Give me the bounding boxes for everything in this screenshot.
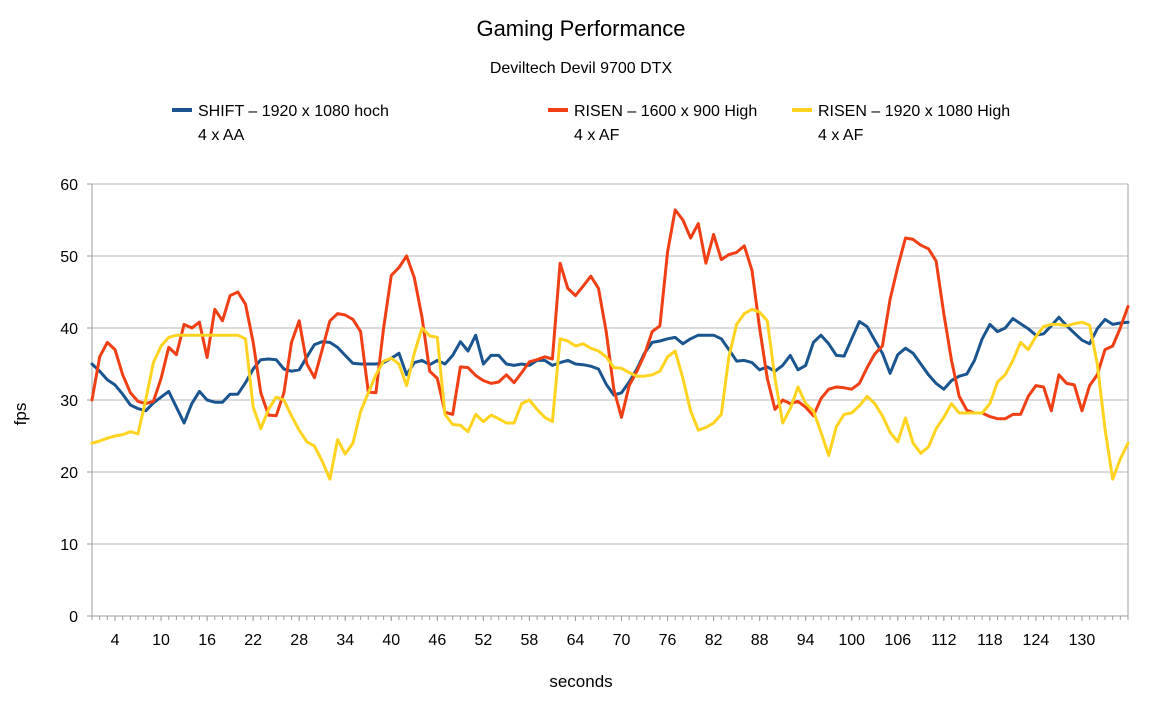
svg-text:28: 28 [290, 632, 308, 649]
svg-text:30: 30 [60, 393, 78, 410]
svg-text:88: 88 [751, 632, 769, 649]
legend-item-shift-1920: SHIFT – 1920 x 1080 hoch 4 x AA [172, 100, 389, 148]
svg-text:22: 22 [244, 632, 262, 649]
svg-text:130: 130 [1069, 632, 1096, 649]
svg-text:20: 20 [60, 465, 78, 482]
svg-text:64: 64 [567, 632, 585, 649]
svg-text:34: 34 [336, 632, 354, 649]
x-axis-title: seconds [549, 672, 613, 691]
svg-text:40: 40 [382, 632, 400, 649]
legend-label: RISEN – 1920 x 1080 High 4 x AF [818, 103, 1011, 144]
svg-text:112: 112 [931, 632, 957, 649]
svg-text:46: 46 [428, 632, 446, 649]
svg-text:82: 82 [705, 632, 723, 649]
svg-text:76: 76 [659, 632, 677, 649]
svg-text:124: 124 [1023, 632, 1050, 649]
chart-title: Gaming Performance [476, 16, 686, 41]
svg-text:0: 0 [69, 609, 78, 626]
legend-swatch-red-icon [548, 108, 568, 112]
svg-text:4: 4 [111, 632, 120, 649]
chart-subtitle: Deviltech Devil 9700 DTX [489, 60, 673, 77]
svg-text:10: 10 [60, 537, 78, 554]
svg-text:50: 50 [60, 249, 78, 266]
svg-text:58: 58 [521, 632, 539, 649]
svg-text:10: 10 [152, 632, 170, 649]
legend-item-risen-1920: RISEN – 1920 x 1080 High 4 x AF [792, 100, 1010, 148]
svg-text:94: 94 [797, 632, 815, 649]
svg-text:52: 52 [474, 632, 492, 649]
svg-text:100: 100 [838, 632, 865, 649]
svg-text:16: 16 [198, 632, 216, 649]
svg-text:106: 106 [884, 632, 911, 649]
legend-swatch-blue-icon [172, 108, 192, 112]
legend-item-risen-1600: RISEN – 1600 x 900 High 4 x AF [548, 100, 757, 148]
svg-text:118: 118 [977, 632, 1003, 649]
legend-label: SHIFT – 1920 x 1080 hoch 4 x AA [198, 103, 389, 144]
svg-text:40: 40 [60, 321, 78, 338]
legend-swatch-yellow-icon [792, 108, 812, 112]
svg-text:60: 60 [60, 177, 78, 194]
svg-text:70: 70 [613, 632, 631, 649]
legend-label: RISEN – 1600 x 900 High 4 x AF [574, 103, 758, 144]
